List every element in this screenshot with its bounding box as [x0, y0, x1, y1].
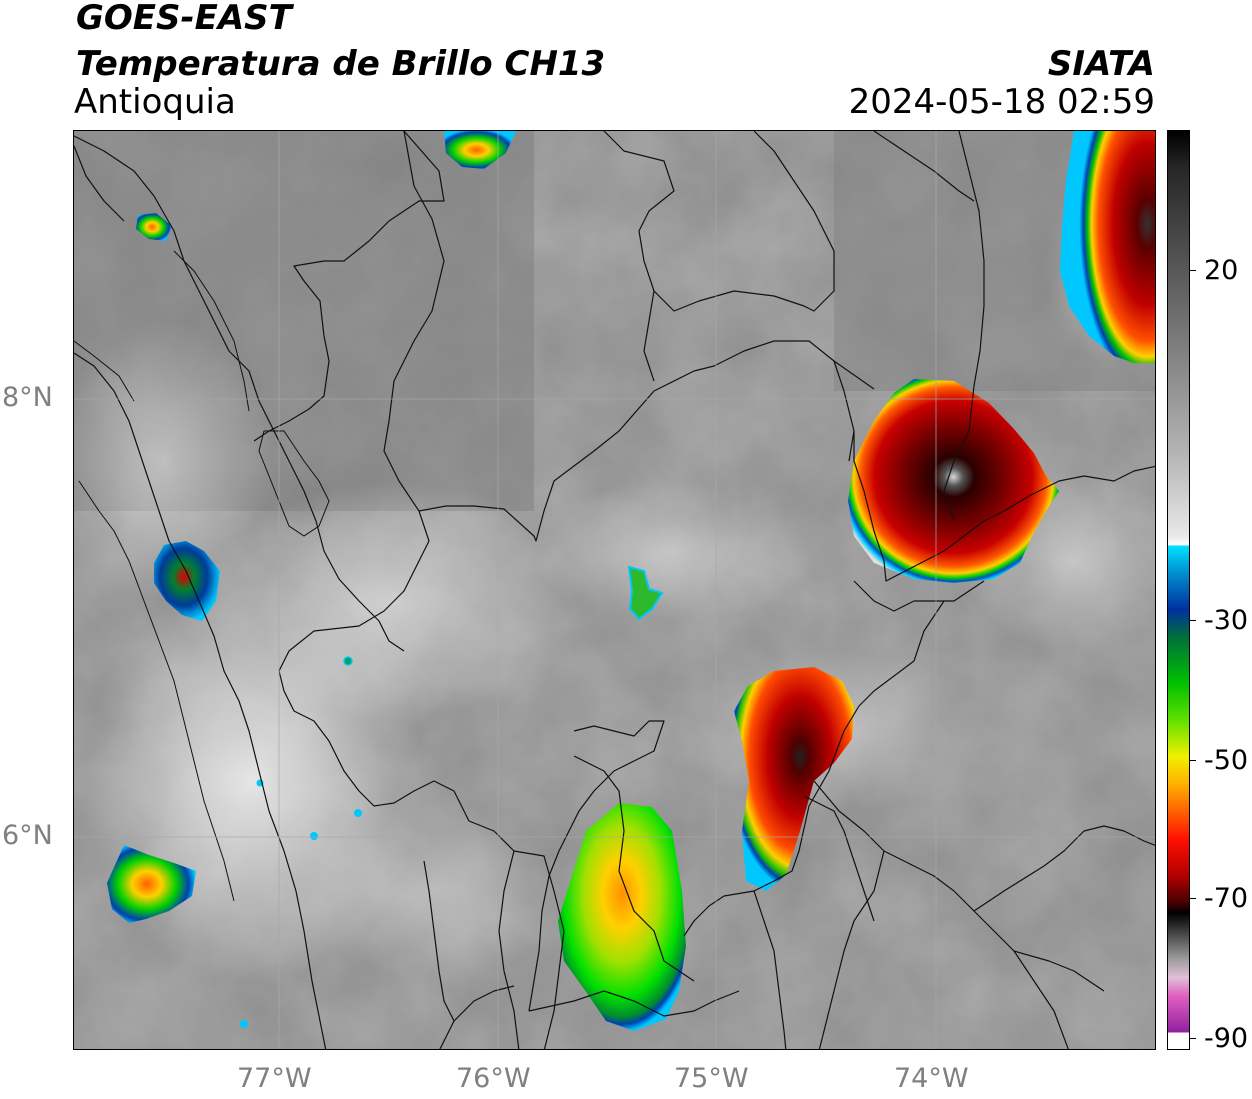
lon-label-76w: 76°W [456, 1063, 531, 1094]
colorbar-label-minus90: -90 [1204, 1023, 1249, 1054]
administrative-borders [74, 131, 1155, 1049]
storm-cell-northwest [136, 213, 172, 241]
storm-cell-southwest [107, 845, 196, 923]
storm-cell-central [734, 667, 854, 891]
satellite-map[interactable] [73, 130, 1156, 1050]
colorbar-label-20: 20 [1204, 255, 1239, 286]
organization-label: SIATA [1047, 44, 1155, 84]
colorbar-label-minus70: -70 [1204, 883, 1249, 914]
storm-cell-south [558, 803, 686, 1031]
timestamp-label: 2024-05-18 02:59 [848, 82, 1155, 122]
colorbar-label-minus50: -50 [1204, 745, 1249, 776]
satellite-title: GOES-EAST [76, 0, 292, 38]
coastline [74, 250, 330, 902]
lon-label-74w: 74°W [894, 1063, 969, 1094]
lat-label-6n: 6°N [2, 820, 53, 851]
region-label: Antioquia [74, 82, 236, 122]
storm-cell-large [848, 379, 1059, 583]
storm-cell-east [1060, 131, 1155, 363]
colorbar-label-minus30: -30 [1204, 605, 1249, 636]
graticule [74, 131, 1155, 1049]
storm-cell-small [627, 565, 664, 621]
lon-label-77w: 77°W [237, 1063, 312, 1094]
lon-label-75w: 75°W [674, 1063, 749, 1094]
temperature-colorbar [1167, 130, 1190, 1050]
product-title: Temperatura de Brillo CH13 [76, 44, 606, 84]
storm-cell-west [154, 541, 220, 621]
lat-label-8n: 8°N [2, 382, 53, 413]
